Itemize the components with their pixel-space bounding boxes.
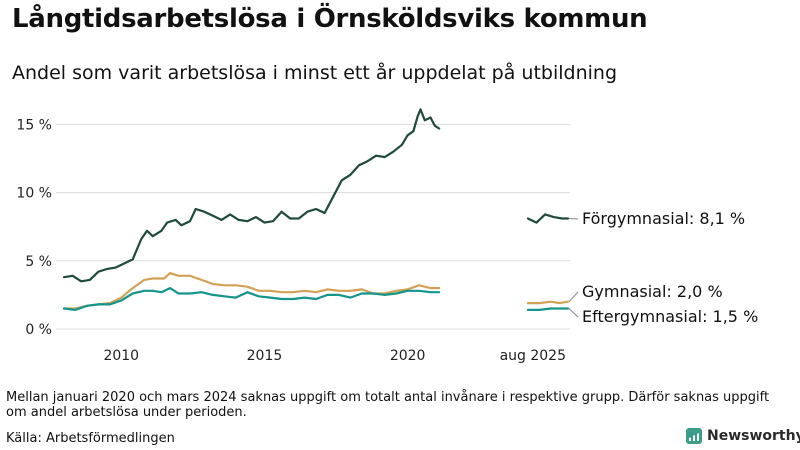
series-line-forgymnasial [62,108,441,283]
series-line-recent-eftergymnasial [526,307,570,311]
series-line-gymnasial [62,272,441,310]
y-tick-label: 15 % [16,117,52,133]
end-label-forgymnasial: Förgymnasial: 8,1 % [582,209,745,228]
series-line-eftergymnasial [62,287,441,311]
x-tick-label: 2020 [390,348,426,364]
end-label-eftergymnasial: Eftergymnasial: 1,5 % [582,307,758,326]
x-tick-label: 2010 [103,348,139,364]
series-line-recent-gymnasial [526,300,570,305]
end-label-connector [568,218,579,220]
chart-subtitle: Andel som varit arbetslösa i minst ett å… [12,62,618,84]
page-title: Långtidsarbetslösa i Örnsköldsviks kommu… [12,4,648,34]
end-label-connector [568,308,579,318]
y-tick-label: 5 % [25,254,52,270]
footnote: Mellan januari 2020 och mars 2024 saknas… [6,390,770,420]
x-tick-label: 2015 [247,348,283,364]
end-label-connector [568,291,579,303]
end-label-gymnasial: Gymnasial: 2,0 % [582,282,723,301]
brand-logo[interactable]: Newsworthy [686,428,800,444]
series-line-recent-forgymnasial [526,213,570,224]
x-tick-label-latest: aug 2025 [500,348,566,364]
bar-chart-icon [686,428,702,444]
source-credit: Källa: Arbetsförmedlingen [6,431,175,446]
y-tick-label: 0 % [25,322,52,338]
y-tick-label: 10 % [16,186,52,202]
brand-name: Newsworthy [707,428,800,444]
